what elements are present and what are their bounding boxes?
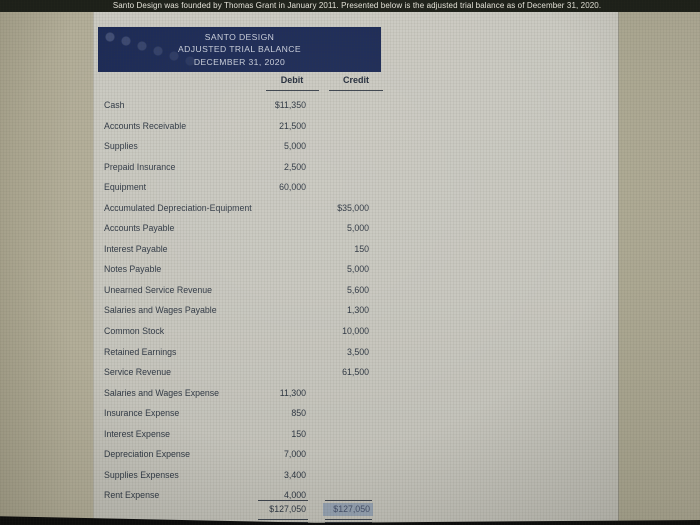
debit-total: $127,050: [269, 504, 306, 514]
intro-banner: Santo Design was founded by Thomas Grant…: [0, 0, 700, 12]
debit-amount: 850: [291, 408, 306, 419]
account-name: Unearned Service Revenue: [104, 284, 213, 295]
debit-amount: 3,400: [283, 469, 306, 480]
intro-text: Santo Design was founded by Thomas Grant…: [112, 1, 602, 10]
credit-amount: 5,000: [346, 223, 369, 234]
debit-amount: 21,500: [279, 120, 306, 131]
debit-amount: 2,500: [283, 161, 306, 172]
account-name: Accounts Payable: [104, 223, 175, 234]
credit-total-rule: [325, 500, 372, 501]
account-name: Interest Payable: [104, 243, 168, 254]
statement-date: DECEMBER 31, 2020: [193, 56, 286, 67]
debit-total-rule: [258, 500, 308, 501]
table-row: Accounts Receivable 21,500: [94, 118, 618, 139]
account-name: Supplies: [104, 141, 138, 152]
credit-amount: 10,000: [342, 326, 369, 337]
credit-amount: 150: [354, 243, 369, 254]
debit-amount: 4,000: [283, 490, 306, 501]
credit-double-underline: [325, 519, 372, 520]
account-name: Retained Earnings: [104, 346, 177, 357]
debit-amount: 5,000: [283, 141, 306, 152]
debit-amount: 7,000: [283, 449, 306, 460]
credit-amount: 61,500: [342, 367, 369, 378]
table-row: Supplies 5,000: [94, 138, 618, 159]
account-name: Equipment: [104, 182, 147, 193]
credit-amount: 1,300: [346, 305, 369, 316]
account-name: Insurance Expense: [104, 408, 180, 419]
account-name: Accounts Receivable: [104, 120, 187, 131]
table-row: Common Stock 10,000: [94, 323, 618, 344]
account-name: Prepaid Insurance: [104, 161, 176, 172]
debit-amount: 11,300: [279, 387, 306, 398]
table-row: Accounts Payable 5,000: [94, 220, 618, 241]
account-name: Notes Payable: [104, 264, 162, 275]
account-name: Service Revenue: [104, 367, 171, 378]
credit-amount: 5,600: [346, 284, 369, 295]
table-row: Supplies Expenses 3,400: [94, 467, 618, 488]
account-name: Common Stock: [104, 326, 165, 337]
debit-double-underline: [258, 519, 308, 520]
credit-total-selection[interactable]: $127,050: [323, 503, 373, 516]
debit-amount: 60,000: [279, 182, 306, 193]
account-name: Interest Expense: [104, 428, 171, 439]
table-row: Salaries and Wages Expense 11,300: [94, 385, 618, 406]
table-row: Service Revenue 61,500: [94, 364, 618, 385]
table-row: Interest Payable 150: [94, 241, 618, 262]
credit-amount: 3,500: [346, 346, 369, 357]
table-row: Depreciation Expense 7,000: [94, 446, 618, 467]
account-name: Supplies Expenses: [104, 469, 179, 480]
account-name: Salaries and Wages Expense: [104, 387, 220, 398]
table-row: Prepaid Insurance 2,500: [94, 159, 618, 180]
account-name: Accumulated Depreciation-Equipment: [104, 202, 252, 213]
debit-column-header: Debit: [280, 75, 304, 85]
credit-amount: $35,000: [337, 202, 369, 213]
account-name: Cash: [104, 100, 125, 110]
debit-amount: $11,350: [274, 100, 306, 110]
table-row: Retained Earnings 3,500: [94, 344, 618, 365]
table-row: Equipment 60,000: [94, 179, 618, 200]
statement-header: SANTO DESIGN ADJUSTED TRIAL BALANCE DECE…: [98, 27, 381, 72]
credit-total: $127,050: [333, 504, 370, 514]
table-row: Accumulated Depreciation-Equipment $35,00…: [94, 200, 618, 221]
credit-column-header: Credit: [342, 75, 369, 85]
credit-double-underline: [325, 522, 372, 523]
trial-balance-rows: Cash $11,350 Accounts Receivable 21,500 Supp…: [94, 97, 618, 508]
table-row: Unearned Service Revenue 5,600: [94, 282, 618, 303]
debit-header-underline: [266, 90, 319, 91]
document-page: SANTO DESIGN ADJUSTED TRIAL BALANCE DECE…: [93, 12, 619, 525]
table-row: Rent Expense 4,000: [94, 487, 618, 508]
account-name: Depreciation Expense: [104, 449, 191, 460]
account-name: Rent Expense: [104, 490, 160, 501]
table-row: Cash $11,350: [94, 97, 618, 118]
statement-title: ADJUSTED TRIAL BALANCE: [178, 44, 301, 55]
debit-amount: 150: [291, 428, 306, 439]
table-row: Insurance Expense 850: [94, 405, 618, 426]
table-row: Notes Payable 5,000: [94, 261, 618, 282]
table-row: Interest Expense 150: [94, 426, 618, 447]
company-name: SANTO DESIGN: [204, 32, 275, 42]
credit-amount: 5,000: [346, 264, 369, 275]
credit-header-underline: [329, 90, 383, 91]
table-row: Salaries and Wages Payable 1,300: [94, 302, 618, 323]
account-name: Salaries and Wages Payable: [104, 305, 217, 316]
